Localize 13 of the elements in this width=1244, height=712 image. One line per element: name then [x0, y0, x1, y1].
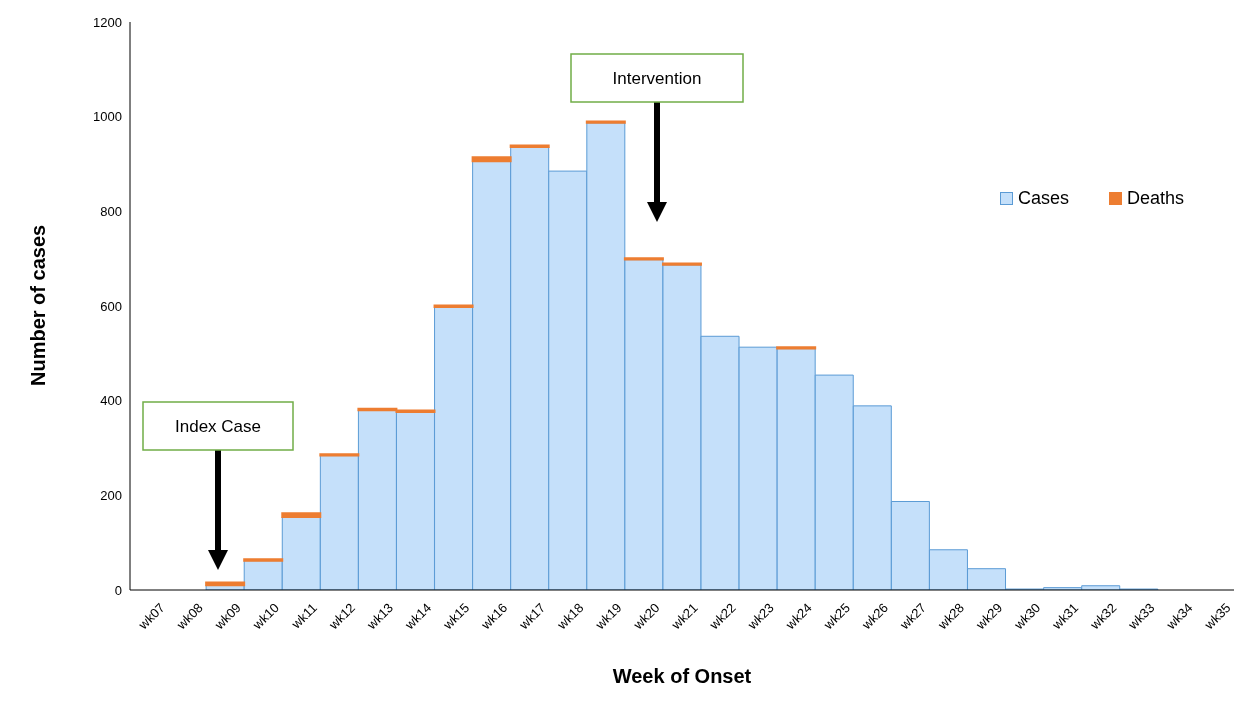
y-tick-label: 1200	[93, 14, 122, 30]
x-axis-title: Week of Onset	[612, 665, 752, 687]
y-tick-label: 0	[114, 582, 122, 598]
y-tick-label: 800	[100, 203, 122, 219]
legend-label: Deaths	[1125, 188, 1184, 209]
y-axis-title: Number of cases	[27, 224, 50, 386]
legend-label: Cases	[1016, 188, 1069, 209]
annotation: Index Case	[175, 417, 261, 436]
y-tick-label: 600	[100, 298, 122, 314]
y-tick-label: 1000	[93, 109, 122, 125]
y-tick-label: 400	[100, 393, 122, 409]
y-tick-label: 200	[100, 487, 122, 503]
annotation: Intervention	[612, 69, 702, 88]
